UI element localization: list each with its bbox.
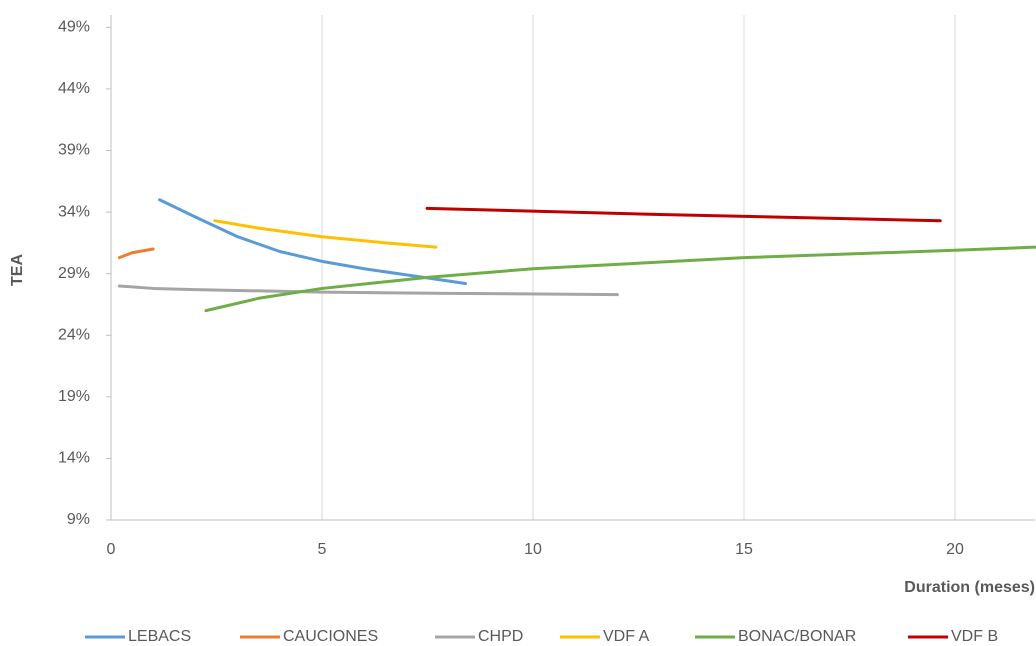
series-line xyxy=(425,206,942,223)
y-tick-label: 19% xyxy=(58,388,90,405)
legend-label: CHPD xyxy=(478,628,523,645)
series-line xyxy=(117,284,619,297)
series-line xyxy=(158,198,467,286)
y-tick-label: 34% xyxy=(58,203,90,220)
y-tick-label: 39% xyxy=(58,142,90,159)
y-tick-label: 24% xyxy=(58,326,90,343)
x-tick-label: 20 xyxy=(946,541,964,558)
legend-label: BONAC/BONAR xyxy=(738,628,856,645)
legend-label: CAUCIONES xyxy=(283,628,378,645)
y-tick-label: 49% xyxy=(58,19,90,36)
legend-label: VDF A xyxy=(603,628,650,645)
series-line xyxy=(204,245,1036,313)
series-line xyxy=(213,219,438,249)
y-tick-label: 9% xyxy=(67,511,90,528)
x-tick-label: 0 xyxy=(107,541,116,558)
y-tick-label: 29% xyxy=(58,265,90,282)
x-tick-label: 5 xyxy=(318,541,327,558)
x-tick-label: 15 xyxy=(735,541,753,558)
series-line xyxy=(117,247,155,260)
legend-label: LEBACS xyxy=(128,628,191,645)
y-tick-label: 44% xyxy=(58,80,90,97)
x-tick-label: 10 xyxy=(524,541,542,558)
x-axis-label: Duration (meses) xyxy=(904,579,1035,596)
legend-label: VDF B xyxy=(951,628,998,645)
y-tick-label: 14% xyxy=(58,450,90,467)
y-axis-label: TEA xyxy=(9,254,26,286)
